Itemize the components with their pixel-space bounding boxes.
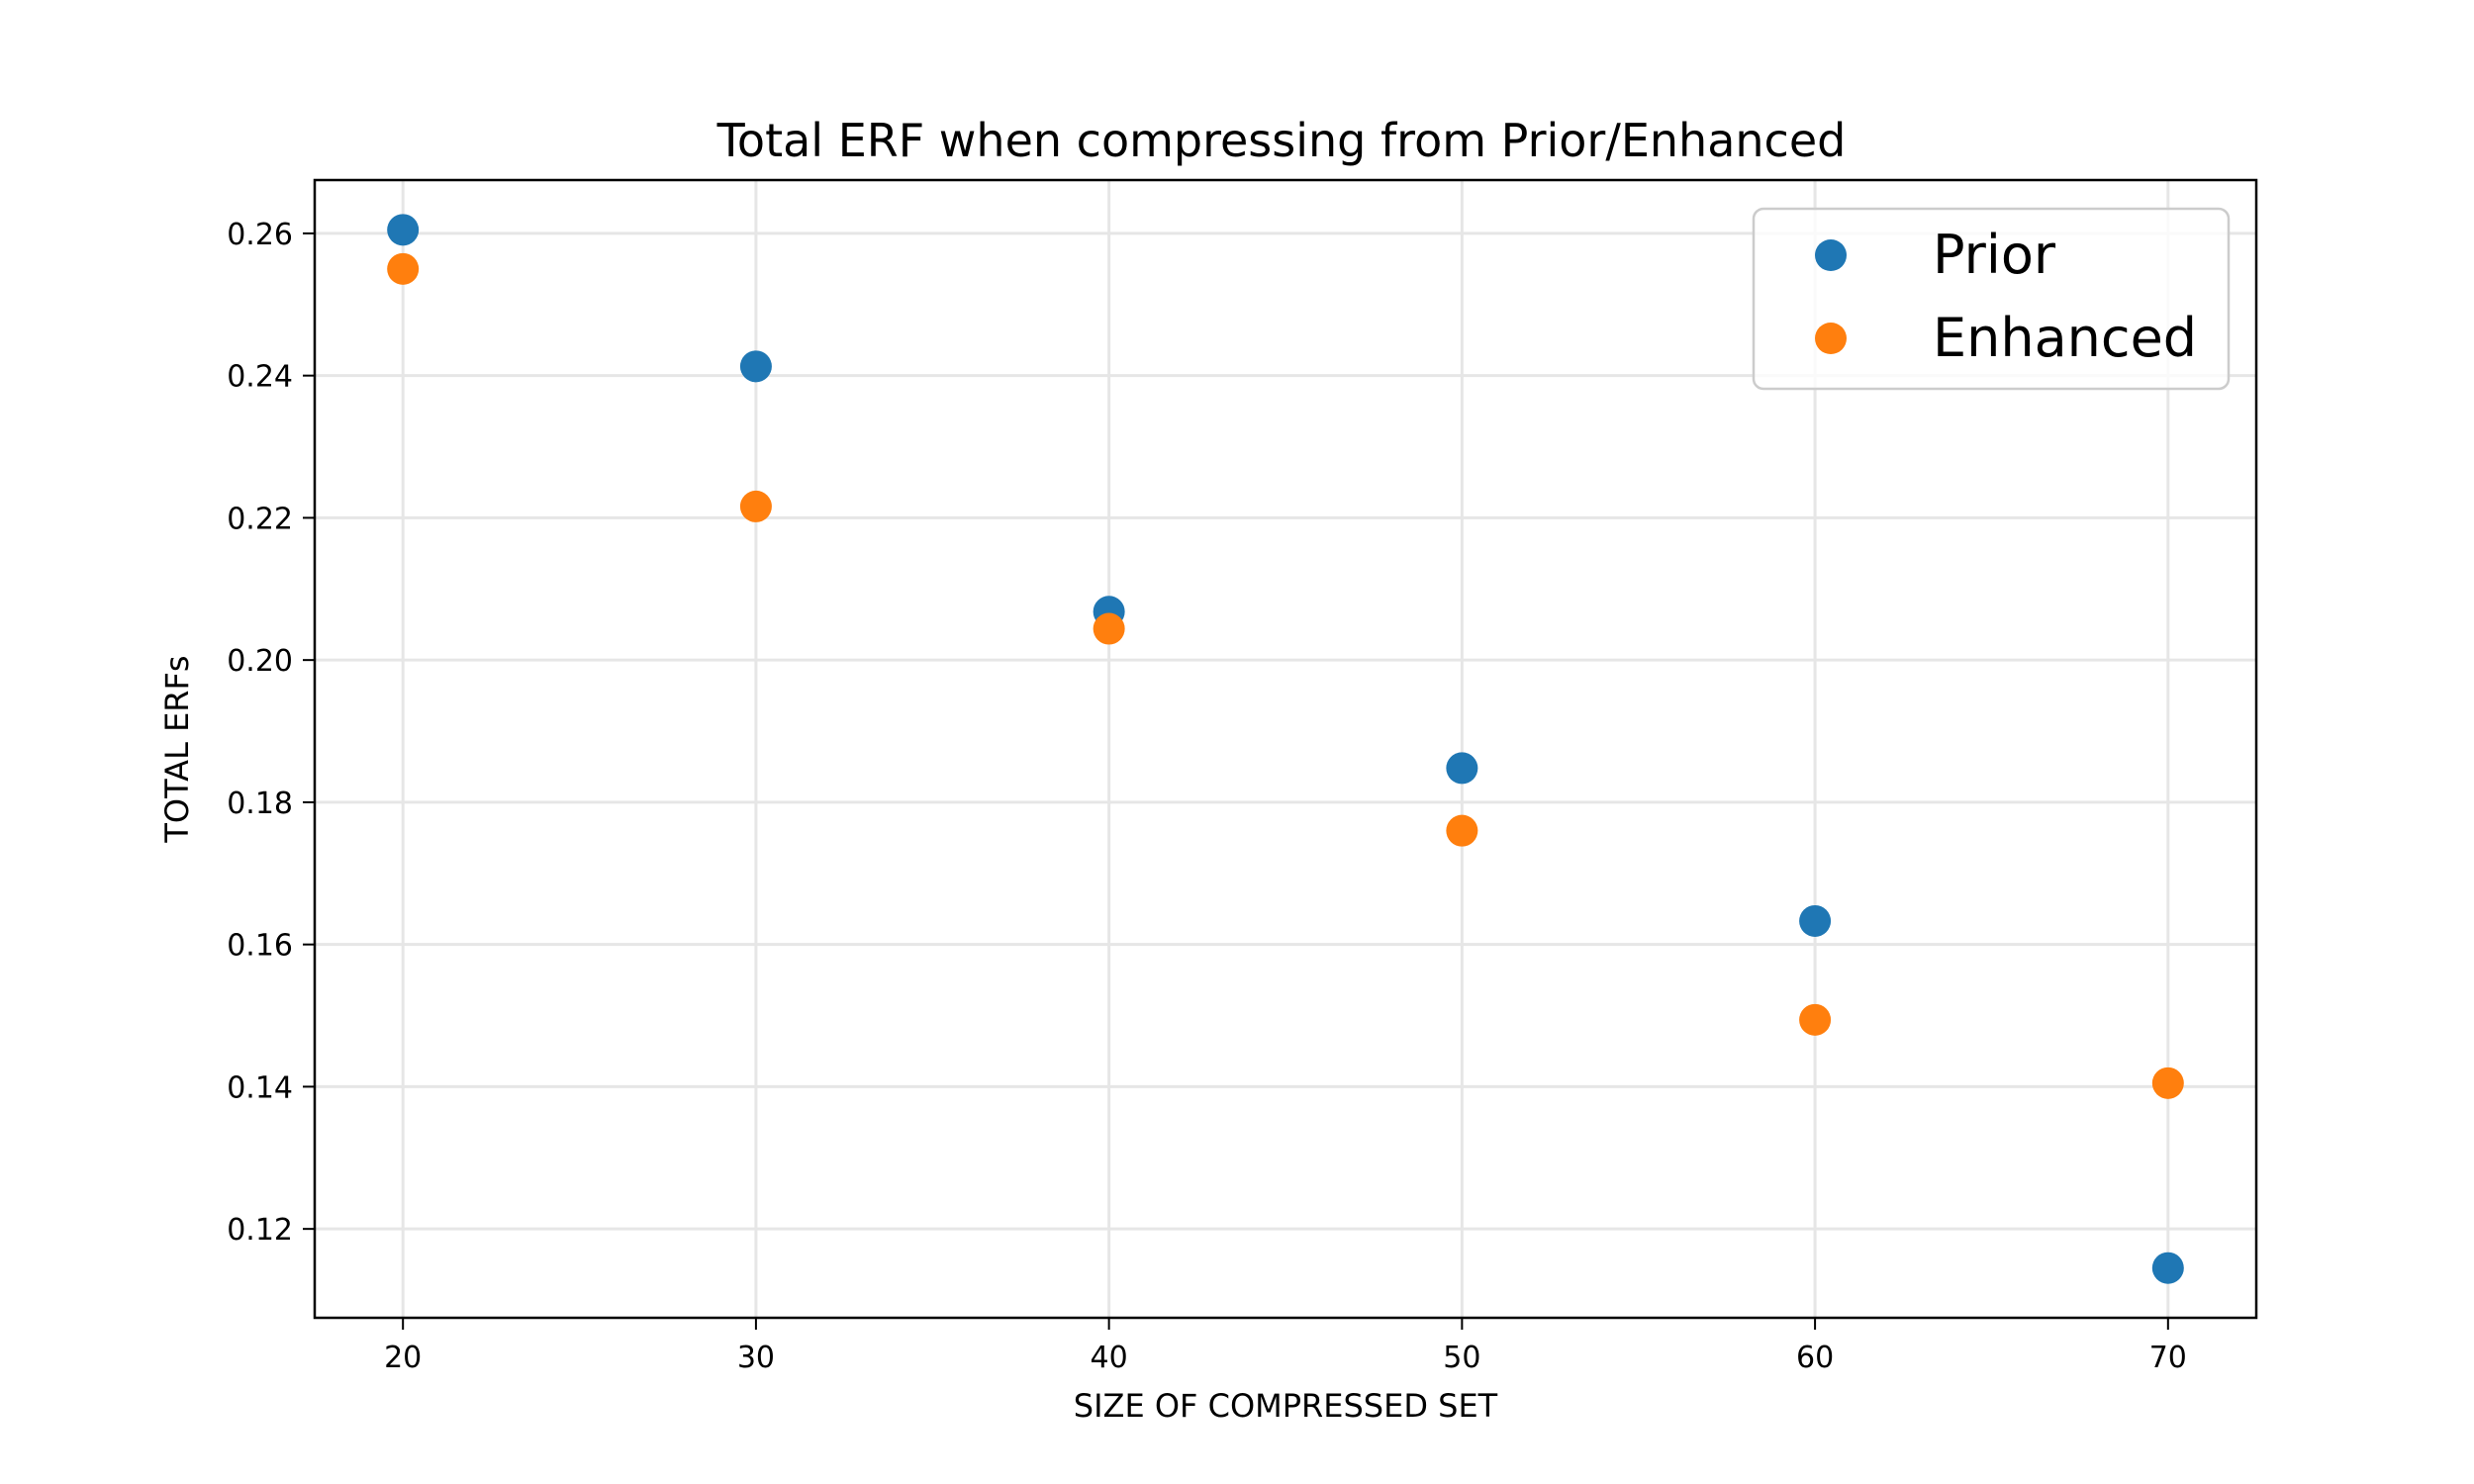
data-point-enhanced bbox=[2151, 1067, 2184, 1099]
plot-frame bbox=[313, 178, 2258, 1320]
y-tick-label: 0.12 bbox=[227, 1213, 293, 1248]
legend: Prior Enhanced bbox=[1752, 207, 2231, 391]
data-point-prior bbox=[387, 214, 420, 246]
data-points bbox=[387, 214, 2184, 1284]
x-axis-label: SIZE OF COMPRESSED SET bbox=[1074, 1387, 1498, 1425]
grid-lines bbox=[315, 180, 2256, 1318]
y-tick-label: 0.24 bbox=[227, 360, 293, 395]
data-point-prior bbox=[1446, 752, 1478, 785]
data-point-enhanced bbox=[1799, 1003, 1832, 1036]
legend-label-enhanced: Enhanced bbox=[1933, 307, 2197, 369]
y-tick-label: 0.14 bbox=[227, 1070, 293, 1105]
data-point-prior bbox=[739, 350, 772, 383]
y-tick-label: 0.22 bbox=[227, 502, 293, 536]
data-point-prior bbox=[1799, 904, 1832, 937]
x-tick-label: 50 bbox=[1443, 1341, 1480, 1375]
y-tick-label: 0.18 bbox=[227, 787, 293, 821]
y-tick-label: 0.16 bbox=[227, 929, 293, 964]
legend-marker-prior bbox=[1815, 239, 1847, 271]
data-point-prior bbox=[2151, 1252, 2184, 1284]
y-axis-ticks: 0.12 0.14 0.16 0.18 0.20 0.22 0.24 0.26 bbox=[227, 218, 315, 1248]
data-point-enhanced bbox=[739, 490, 772, 522]
chart-title: Total ERF when compressing from Prior/En… bbox=[716, 114, 1847, 167]
legend-marker-enhanced bbox=[1815, 323, 1847, 354]
y-axis-label: TOTAL ERFs bbox=[158, 655, 196, 843]
legend-frame bbox=[1752, 207, 2231, 391]
x-tick-label: 60 bbox=[1796, 1341, 1834, 1375]
data-point-enhanced bbox=[387, 252, 420, 285]
x-tick-label: 30 bbox=[737, 1341, 775, 1375]
x-tick-label: 20 bbox=[384, 1341, 422, 1375]
legend-label-prior: Prior bbox=[1933, 224, 2056, 286]
x-axis-ticks: 20 30 40 50 60 70 bbox=[384, 1318, 2187, 1375]
y-tick-label: 0.20 bbox=[227, 644, 293, 679]
data-point-enhanced bbox=[1093, 612, 1125, 645]
data-point-enhanced bbox=[1446, 814, 1478, 847]
x-tick-label: 40 bbox=[1091, 1341, 1128, 1375]
y-tick-label: 0.26 bbox=[227, 218, 293, 252]
x-tick-label: 70 bbox=[2149, 1341, 2187, 1375]
